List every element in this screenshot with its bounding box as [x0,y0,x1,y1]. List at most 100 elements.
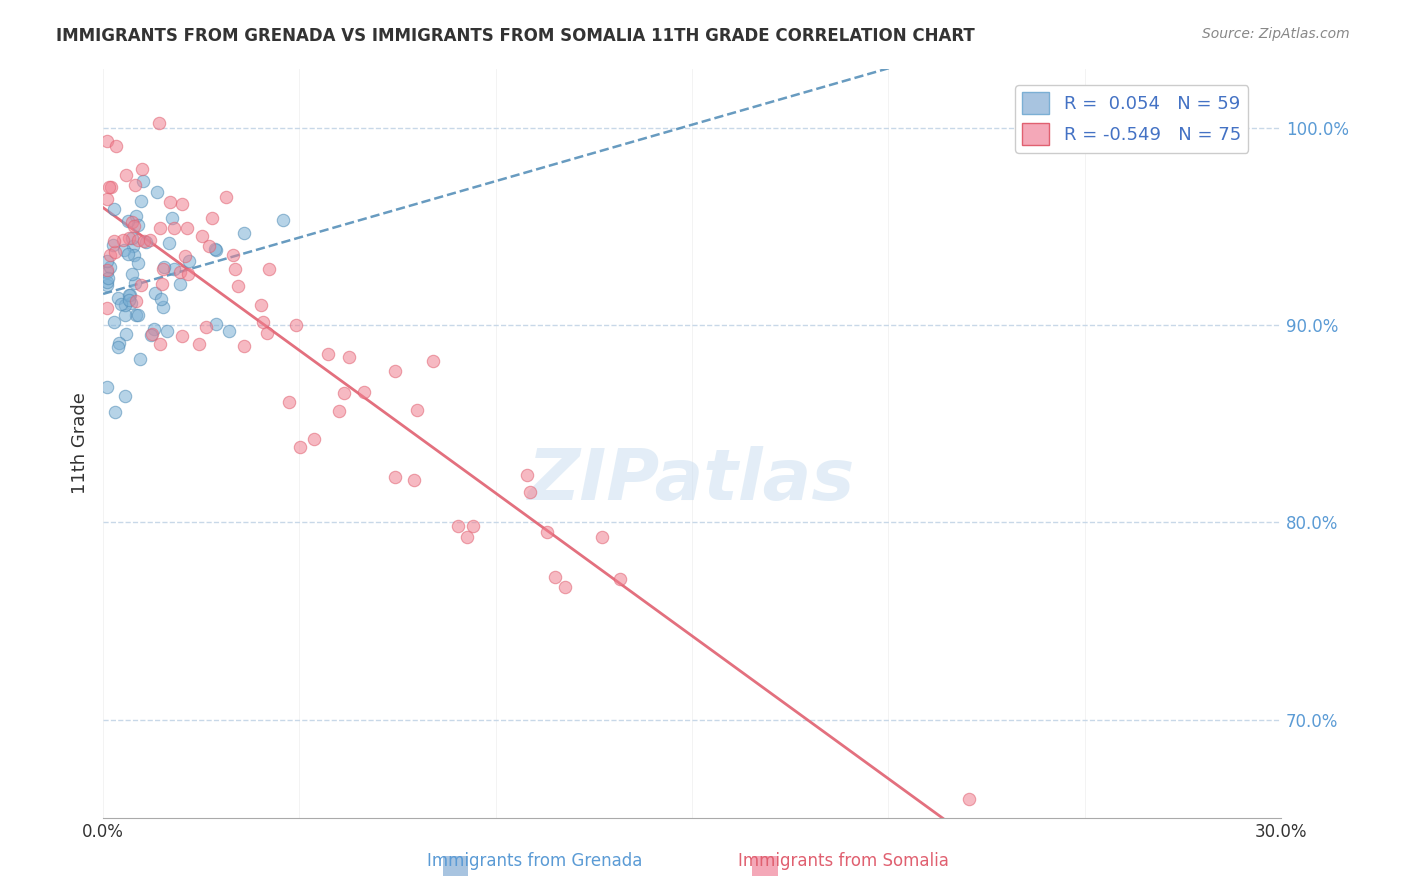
Point [200,211,222,225]
Point [259,261,281,276]
Point [233,226,256,240]
Point [233,339,256,353]
Point [122,219,145,233]
Point [384,470,406,484]
Point [285,318,308,332]
Text: Immigrants from Somalia: Immigrants from Somalia [738,852,949,870]
Point [96,254,118,268]
Point [160,211,183,225]
Point [114,298,136,312]
Point [141,326,163,341]
Point [107,340,129,354]
Point [131,161,153,176]
Point [609,572,631,586]
Point [96,192,118,206]
Point [127,218,149,232]
Point [120,287,142,301]
Point [177,253,200,268]
Point [215,189,238,203]
Point [152,262,174,277]
Point [128,351,150,366]
Point [108,335,131,350]
Point [110,296,132,310]
Point [114,326,136,341]
Point [157,236,180,251]
Point [198,239,221,253]
Point [98,248,121,262]
Point [118,288,141,302]
Point [103,202,125,216]
Point [353,384,375,399]
Point [104,405,127,419]
Point [121,231,143,245]
Point [124,178,146,192]
Point [118,231,141,245]
Text: Immigrants from Grenada: Immigrants from Grenada [426,852,643,870]
Point [957,791,980,805]
Point [103,315,125,329]
Point [172,329,194,343]
Point [554,580,576,594]
Point [516,468,538,483]
Point [128,233,150,247]
Point [150,293,173,307]
Point [169,265,191,279]
Point [316,347,339,361]
Point [150,277,173,292]
Point [536,524,558,539]
Point [156,324,179,338]
Point [135,235,157,250]
Point [122,247,145,261]
Point [172,196,194,211]
Point [129,194,152,208]
Point [118,293,141,308]
Point [96,278,118,293]
Point [169,277,191,292]
Point [139,233,162,247]
Point [222,248,245,262]
Point [277,395,299,409]
Point [271,213,294,227]
Point [339,350,361,364]
Point [121,295,143,310]
Point [591,530,613,544]
Point [105,138,128,153]
Point [519,485,541,500]
Point [96,301,118,315]
Point [100,180,122,194]
Text: IMMIGRANTS FROM GRENADA VS IMMIGRANTS FROM SOMALIA 11TH GRADE CORRELATION CHART: IMMIGRANTS FROM GRENADA VS IMMIGRANTS FR… [56,27,974,45]
Point [461,519,484,533]
Point [132,234,155,248]
Text: Source: ZipAtlas.com: Source: ZipAtlas.com [1202,27,1350,41]
Point [333,386,356,401]
Point [195,320,218,334]
Point [124,276,146,290]
Point [96,276,118,290]
Point [96,134,118,148]
Point [205,318,228,332]
Point [121,239,143,253]
Point [132,174,155,188]
Point [249,298,271,312]
Point [129,277,152,292]
Point [290,440,312,454]
Point [228,279,250,293]
Point [103,234,125,248]
Point [125,308,148,322]
Y-axis label: 11th Grade: 11th Grade [72,392,89,494]
Point [142,322,165,336]
Legend: R =  0.054   N = 59, R = -0.549   N = 75: R = 0.054 N = 59, R = -0.549 N = 75 [1015,85,1249,153]
Point [112,244,135,258]
Point [176,220,198,235]
Point [114,308,136,322]
Point [115,168,138,182]
Point [121,215,143,229]
Point [143,286,166,301]
Point [127,256,149,270]
Point [117,247,139,261]
Point [112,233,135,247]
Point [404,473,426,487]
Point [152,300,174,314]
Point [127,308,149,322]
Point [149,337,172,351]
